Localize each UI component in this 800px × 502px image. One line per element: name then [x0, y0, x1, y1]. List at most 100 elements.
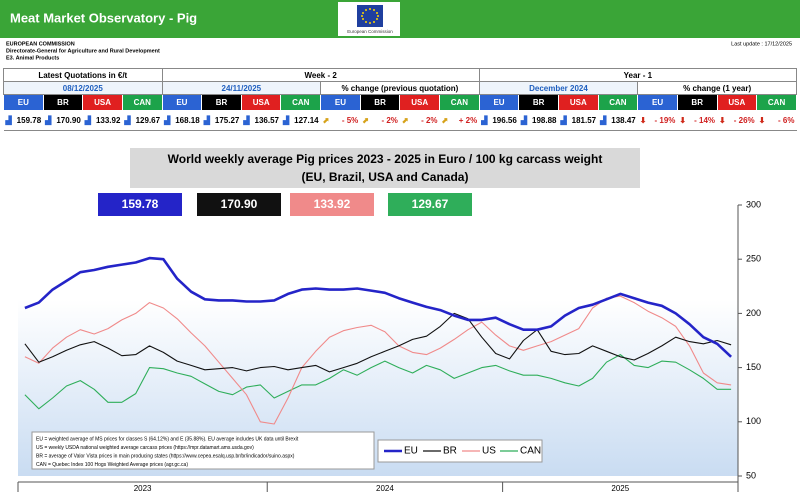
cell-value: - 26%: [733, 116, 755, 125]
cell-value: + 2%: [458, 116, 478, 125]
country-header: USA: [240, 94, 282, 111]
cell-icon: ⬇: [639, 116, 647, 125]
value-cell: ▟ 127.14: [280, 110, 321, 131]
cell-value: - 2%: [421, 116, 438, 125]
y-tick-label: 250: [746, 254, 761, 264]
latest-label: 159.78: [122, 197, 159, 211]
y-tick-label: 50: [746, 470, 756, 480]
cell-icon: ⬈: [362, 116, 369, 125]
country-header: BR: [201, 94, 242, 111]
cell-icon: ▟: [45, 116, 52, 125]
chart-title: (EU, Brazil, USA and Canada): [302, 170, 469, 184]
legend-label: EU: [404, 446, 418, 457]
country-header: USA: [557, 94, 599, 111]
latest-label: 170.90: [221, 197, 258, 211]
value-cell: ⬈ - 2%: [399, 110, 440, 131]
country-header: EU: [637, 94, 678, 111]
value-cell: ⬇ - 26%: [717, 110, 757, 131]
cell-value: 181.57: [571, 116, 597, 125]
cell-icon: ▟: [203, 116, 210, 125]
series-line: [24, 354, 732, 410]
value-cell: ▟ 168.18: [162, 110, 202, 131]
sub-header: % change (1 year): [637, 81, 797, 95]
chart-title: World weekly average Pig prices 2023 - 2…: [168, 152, 603, 166]
cell-icon: ⬇: [679, 116, 687, 125]
value-cell: ▟ 175.27: [201, 110, 242, 131]
x-tick-label: 2023: [134, 484, 152, 493]
series-line: [24, 256, 732, 358]
title-box: [130, 148, 640, 188]
group-header: Year - 1: [478, 68, 798, 82]
country-header: BR: [42, 94, 84, 111]
legend-label: CAN: [520, 446, 541, 457]
note: BR = average of Valor Vista prices in ma…: [36, 453, 295, 459]
cell-icon: ⬇: [719, 116, 726, 125]
cell-value: 127.14: [294, 116, 319, 125]
group-header: Latest Quotations in €/t: [3, 68, 163, 82]
y-tick-label: 150: [746, 362, 761, 372]
country-header: EU: [320, 94, 361, 111]
value-cell: ▟ 181.57: [558, 110, 599, 131]
latest-label: 133.92: [314, 197, 351, 211]
value-cell: ▟ 129.67: [122, 110, 163, 131]
cell-icon: ⬇: [758, 116, 766, 125]
value-cell: ▟ 170.90: [43, 110, 83, 131]
table-row: ▟ 159.78 ▟ 170.90 ▟ 133.92 ▟ 129.67 ▟ 168.18 ▟ 175.…: [3, 110, 797, 131]
country-header: EU: [3, 94, 44, 111]
eu-flag: [357, 5, 383, 27]
x-tick-label: 2025: [611, 484, 629, 493]
cell-value: 129.67: [135, 116, 161, 125]
plot-bg: [18, 205, 738, 476]
value-cell: ⬇ - 14%: [677, 110, 718, 131]
cell-value: 136.57: [254, 116, 279, 125]
sub-header: December 2024: [478, 81, 639, 95]
y-tick-label: 200: [746, 308, 761, 318]
legend-box: [377, 439, 543, 463]
cell-icon: ▟: [520, 116, 527, 125]
cell-icon: ⬈: [441, 116, 449, 125]
value-cell: ⬈ - 5%: [320, 110, 361, 131]
cell-icon: ⬈: [401, 116, 409, 125]
series-line: [24, 312, 732, 373]
cell-value: 133.92: [95, 116, 121, 125]
cell-value: - 19%: [654, 116, 676, 125]
header-title: Meat Market Observatory - Pig: [10, 10, 197, 25]
country-header: BR: [518, 94, 559, 111]
value-cell: ▟ 133.92: [82, 110, 123, 131]
flag-stars: [361, 8, 379, 24]
cell-value: - 5%: [341, 116, 359, 125]
note: EU = weighted average of MS prices for c…: [36, 436, 299, 442]
country-header: EU: [478, 94, 520, 111]
group-header: Week - 2: [161, 68, 480, 82]
cell-icon: ▟: [600, 116, 607, 125]
cell-value: 170.90: [56, 116, 81, 125]
value-cell: ▟ 159.78: [3, 110, 44, 131]
value-cell: ▟ 198.88: [518, 110, 559, 131]
latest-box: [290, 193, 374, 216]
table-row: EU BR USA CAN EU BR USA CAN EU BR USA CAN EU BR USA CAN…: [3, 94, 797, 111]
country-header: BR: [676, 94, 718, 111]
country-header: BR: [359, 94, 401, 111]
logo-text: European Commission: [347, 29, 393, 34]
country-header: CAN: [121, 94, 163, 111]
value-cell: ⬇ - 6%: [756, 110, 797, 131]
latest-box: [388, 193, 472, 216]
country-header: EU: [161, 94, 203, 111]
value-cell: ▟ 138.47: [598, 110, 638, 131]
quotation-table: Latest Quotations in €/t Week - 2 Year - 1…: [3, 68, 798, 131]
country-header: USA: [399, 94, 441, 111]
notes-box: [31, 431, 375, 470]
cell-value: 159.78: [16, 116, 42, 125]
cell-icon: ▟: [164, 116, 171, 125]
org-line: EUROPEAN COMMISSION: [6, 41, 75, 47]
cell-value: - 6%: [778, 116, 795, 125]
cell-value: 196.56: [492, 116, 517, 125]
cell-icon: ⬈: [322, 116, 330, 125]
latest-box: [98, 193, 182, 216]
table-row: Latest Quotations in €/t Week - 2 Year - 1: [3, 68, 798, 82]
last-update: Last update : 17/12/2025: [731, 41, 792, 47]
cell-value: 138.47: [611, 116, 636, 125]
value-cell: ▟ 136.57: [241, 110, 281, 131]
cell-value: 198.88: [532, 116, 557, 125]
